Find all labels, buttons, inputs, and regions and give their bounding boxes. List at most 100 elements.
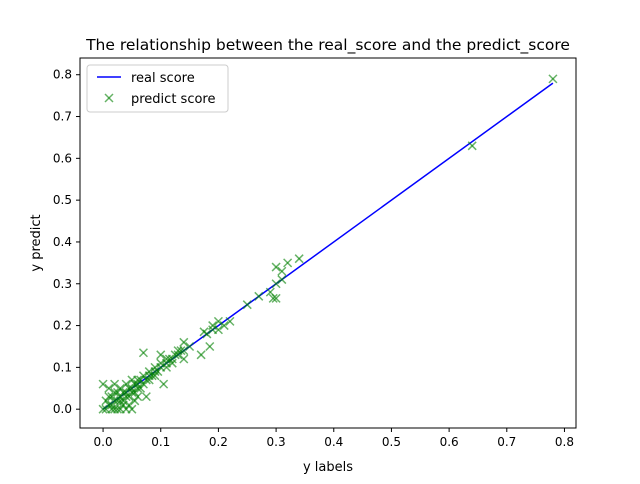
- legend-box: [86, 64, 229, 113]
- predict-score-point: [138, 348, 148, 358]
- predict-score-point: [213, 316, 223, 326]
- predict-score-point: [124, 392, 134, 402]
- y-tick-label: 0.6: [53, 151, 72, 165]
- y-axis: 0.0 0.1 0.2 0.3 0.4 0.5 0.6 0.7 0.8: [53, 68, 80, 416]
- predict-score-point: [153, 367, 163, 377]
- predict-score-point: [121, 379, 131, 389]
- predict-score-point: [176, 346, 186, 356]
- predict-score-point: [159, 379, 169, 389]
- predict-score-point: [147, 371, 157, 381]
- x-tick-label: 0.0: [94, 435, 113, 449]
- predict-score-point: [130, 387, 140, 397]
- predict-score-point: [294, 254, 304, 264]
- x-tick-label: 0.2: [209, 435, 228, 449]
- x-tick-label: 0.6: [440, 435, 459, 449]
- predict-score-point: [219, 321, 229, 331]
- predict-score-point: [107, 392, 117, 402]
- predict-score-point: [150, 362, 160, 372]
- predict-score-point: [268, 293, 278, 303]
- predict-score-point: [107, 400, 117, 410]
- predict-score-point: [271, 279, 281, 289]
- predict-score-point: [107, 404, 117, 414]
- predict-score-point: [179, 354, 189, 364]
- x-tick-label: 0.7: [497, 435, 516, 449]
- predict-score-point: [208, 325, 218, 335]
- predict-score-point: [127, 383, 137, 393]
- predict-score-point: [130, 379, 140, 389]
- predict-score-point: [118, 396, 128, 406]
- predict-score-point: [104, 392, 114, 402]
- predict-score-point: [283, 258, 293, 268]
- predict-score-point: [98, 379, 108, 389]
- predict-score-point: [115, 396, 125, 406]
- predict-score-point: [150, 371, 160, 381]
- predict-score-point: [225, 316, 235, 326]
- predict-score-point: [127, 404, 137, 414]
- chart-title: The relationship between the real_score …: [85, 36, 570, 55]
- y-axis-label: y predict: [29, 214, 44, 271]
- predict-score-point: [196, 350, 206, 360]
- y-tick-label: 0.2: [53, 319, 72, 333]
- predict-score-point: [254, 291, 264, 301]
- predict-score-point: [170, 350, 180, 360]
- predict-score-point: [121, 387, 131, 397]
- predict-score-point: [144, 375, 154, 385]
- predict-score-point: [277, 266, 287, 276]
- legend-x-swatch: [104, 93, 114, 103]
- plot-frame: [79, 57, 577, 429]
- predict-score-point: [110, 379, 120, 389]
- predict-score-point: [141, 392, 151, 402]
- predict-score-point: [167, 358, 177, 368]
- predict-score-point: [156, 358, 166, 368]
- predict-score-point: [98, 404, 108, 414]
- predict-score-point: [199, 327, 209, 337]
- predict-score-point: [110, 387, 120, 397]
- y-tick-label: 0.4: [53, 235, 72, 249]
- plot-marks: [98, 74, 558, 414]
- predict-score-point: [185, 341, 195, 352]
- predict-score-point: [115, 392, 125, 402]
- predict-score-point: [173, 350, 183, 360]
- predict-score-point: [271, 293, 281, 303]
- plot-area: [98, 74, 558, 414]
- predict-score-point: [112, 387, 123, 397]
- x-tick-label: 0.4: [324, 435, 343, 449]
- legend: real score predict score: [86, 64, 229, 113]
- predict-score-point: [115, 383, 125, 393]
- predict-score-point: [548, 74, 558, 84]
- predict-score-point: [179, 337, 189, 347]
- x-tick-label: 0.3: [267, 435, 286, 449]
- x-tick-label: 0.1: [151, 435, 170, 449]
- predict-score-point: [467, 141, 477, 151]
- predict-score-point: [242, 300, 252, 310]
- predict-score-point: [144, 367, 154, 377]
- predict-score-point: [173, 346, 183, 356]
- predict-score-point: [130, 396, 140, 406]
- x-axis-label: y labels: [303, 460, 353, 475]
- predict-score-point: [138, 371, 148, 381]
- predict-score-point: [133, 379, 143, 389]
- y-tick-label: 0.7: [53, 110, 72, 124]
- y-tick-label: 0.1: [53, 360, 72, 374]
- legend-label-real-score: real score: [131, 71, 195, 86]
- predict-score-point: [277, 275, 287, 285]
- x-axis: 0.0 0.1 0.2 0.3 0.4 0.5 0.6 0.7 0.8: [94, 428, 574, 449]
- predict-score-point: [133, 375, 143, 385]
- predict-score-point: [271, 262, 281, 272]
- x-tick-label: 0.8: [555, 435, 574, 449]
- y-tick-label: 0.8: [53, 68, 72, 82]
- predict-score-point: [136, 375, 146, 385]
- predict-score-point: [118, 400, 128, 410]
- predict-score-point: [208, 321, 218, 331]
- predict-score-point: [104, 383, 114, 393]
- y-tick-label: 0.5: [53, 193, 72, 207]
- predict-score-point: [104, 400, 114, 410]
- predict-score-point: [161, 362, 172, 372]
- y-tick-label: 0.0: [53, 402, 72, 416]
- legend-label-predict-score: predict score: [131, 92, 215, 107]
- predict-score-point: [124, 383, 134, 393]
- x-tick-label: 0.5: [382, 435, 401, 449]
- predict-score-point: [164, 354, 174, 364]
- predict-score-point: [161, 354, 172, 364]
